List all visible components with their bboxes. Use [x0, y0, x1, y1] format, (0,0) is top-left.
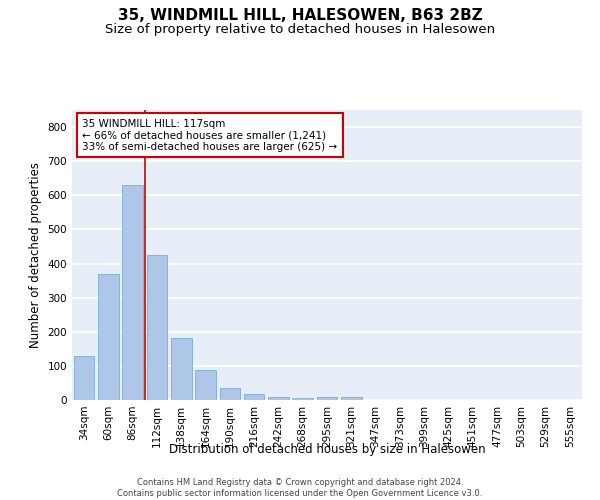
Text: Size of property relative to detached houses in Halesowen: Size of property relative to detached ho… — [105, 22, 495, 36]
Bar — [220, 388, 240, 400]
Text: 35, WINDMILL HILL, HALESOWEN, B63 2BZ: 35, WINDMILL HILL, HALESOWEN, B63 2BZ — [118, 8, 482, 22]
Bar — [317, 396, 337, 400]
Bar — [244, 394, 265, 400]
Text: Distribution of detached houses by size in Halesowen: Distribution of detached houses by size … — [169, 442, 485, 456]
Bar — [195, 370, 216, 400]
Bar — [268, 398, 289, 400]
Text: 35 WINDMILL HILL: 117sqm
← 66% of detached houses are smaller (1,241)
33% of sem: 35 WINDMILL HILL: 117sqm ← 66% of detach… — [82, 118, 337, 152]
Bar — [98, 274, 119, 400]
Bar — [122, 185, 143, 400]
Bar — [74, 356, 94, 400]
Y-axis label: Number of detached properties: Number of detached properties — [29, 162, 42, 348]
Bar — [171, 338, 191, 400]
Bar — [292, 398, 313, 400]
Bar — [341, 396, 362, 400]
Bar — [146, 255, 167, 400]
Text: Contains HM Land Registry data © Crown copyright and database right 2024.
Contai: Contains HM Land Registry data © Crown c… — [118, 478, 482, 498]
